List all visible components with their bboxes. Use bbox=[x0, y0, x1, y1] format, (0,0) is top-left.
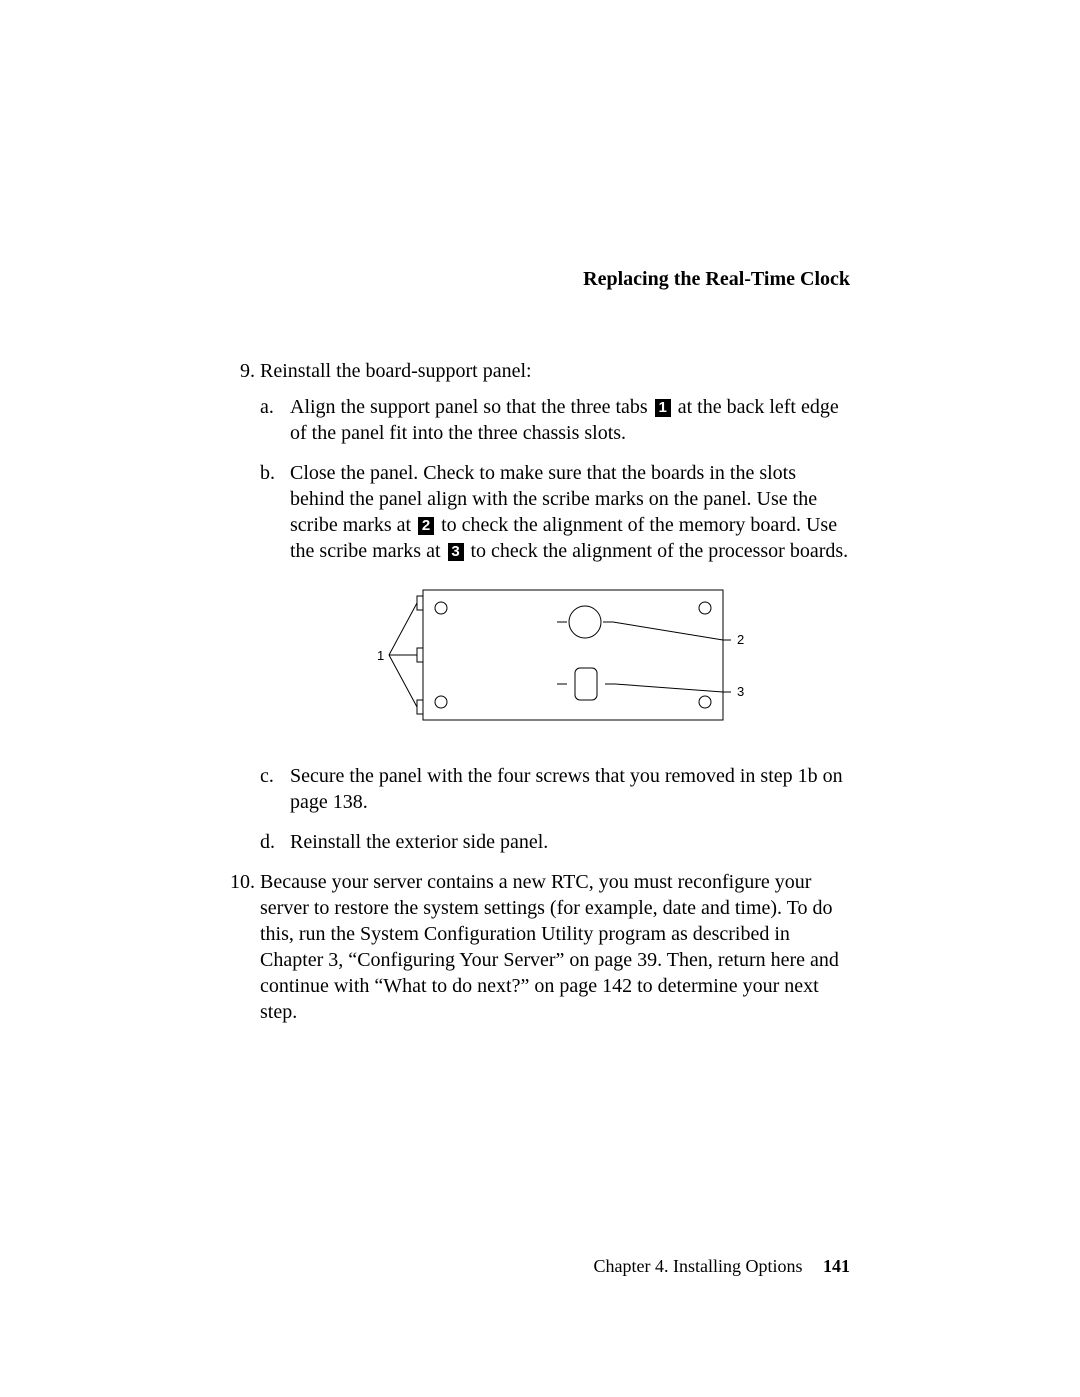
figure-label-1: 1 bbox=[377, 648, 384, 663]
step-10-number: 10. bbox=[225, 869, 255, 895]
figure-label-2: 2 bbox=[737, 632, 744, 647]
callout-3-icon: 3 bbox=[448, 543, 464, 561]
page-footer: Chapter 4. Installing Options 141 bbox=[594, 1256, 850, 1277]
step-10: 10. Because your server contains a new R… bbox=[225, 869, 850, 1025]
step-9d-text: Reinstall the exterior side panel. bbox=[290, 831, 548, 853]
step-9: 9. Reinstall the board-support panel: a.… bbox=[225, 358, 850, 855]
step-9-number: 9. bbox=[225, 358, 255, 384]
callout-2-icon: 2 bbox=[418, 517, 434, 535]
step-9a-letter: a. bbox=[260, 394, 274, 420]
section-header: Replacing the Real-Time Clock bbox=[583, 268, 850, 291]
step-9d: d. Reinstall the exterior side panel. bbox=[260, 829, 850, 855]
step-9a: a. Align the support panel so that the t… bbox=[260, 394, 850, 446]
step-9-text: Reinstall the board-support panel: bbox=[260, 360, 532, 382]
step-9c-text: Secure the panel with the four screws th… bbox=[290, 765, 843, 813]
step-9c-letter: c. bbox=[260, 763, 274, 789]
callout-1-icon: 1 bbox=[655, 399, 671, 417]
content-block: 9. Reinstall the board-support panel: a.… bbox=[225, 358, 850, 1039]
step-9b-letter: b. bbox=[260, 460, 275, 486]
step-9a-part1: Align the support panel so that the thre… bbox=[290, 396, 653, 418]
figure-label-3: 3 bbox=[737, 684, 744, 699]
footer-chapter: Chapter 4. Installing Options bbox=[594, 1256, 803, 1276]
step-9c: c. Secure the panel with the four screws… bbox=[260, 763, 850, 815]
footer-page-number: 141 bbox=[823, 1256, 850, 1276]
step-9d-letter: d. bbox=[260, 829, 275, 855]
board-panel-figure: 1 2 bbox=[255, 580, 850, 747]
step-9b: b. Close the panel. Check to make sure t… bbox=[260, 460, 850, 747]
step-10-text: Because your server contains a new RTC, … bbox=[260, 871, 839, 1023]
page: Replacing the Real-Time Clock 9. Reinsta… bbox=[0, 0, 1080, 1397]
step-9b-part3: to check the alignment of the processor … bbox=[466, 540, 849, 562]
